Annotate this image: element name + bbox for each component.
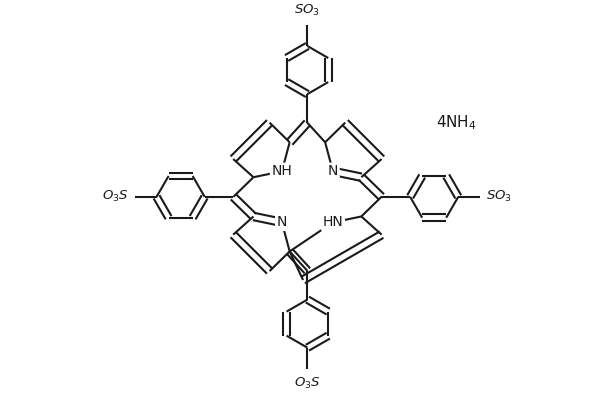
Text: NH: NH: [272, 164, 292, 178]
Text: 4NH$_4$: 4NH$_4$: [436, 114, 476, 132]
Text: HN: HN: [323, 215, 343, 229]
Text: $SO_3$: $SO_3$: [486, 189, 512, 204]
Text: N: N: [277, 215, 287, 229]
Text: $O_3S$: $O_3S$: [102, 189, 129, 204]
Text: N: N: [328, 164, 338, 178]
Text: $SO_3$: $SO_3$: [295, 3, 320, 18]
Text: $O_3S$: $O_3S$: [294, 376, 321, 390]
